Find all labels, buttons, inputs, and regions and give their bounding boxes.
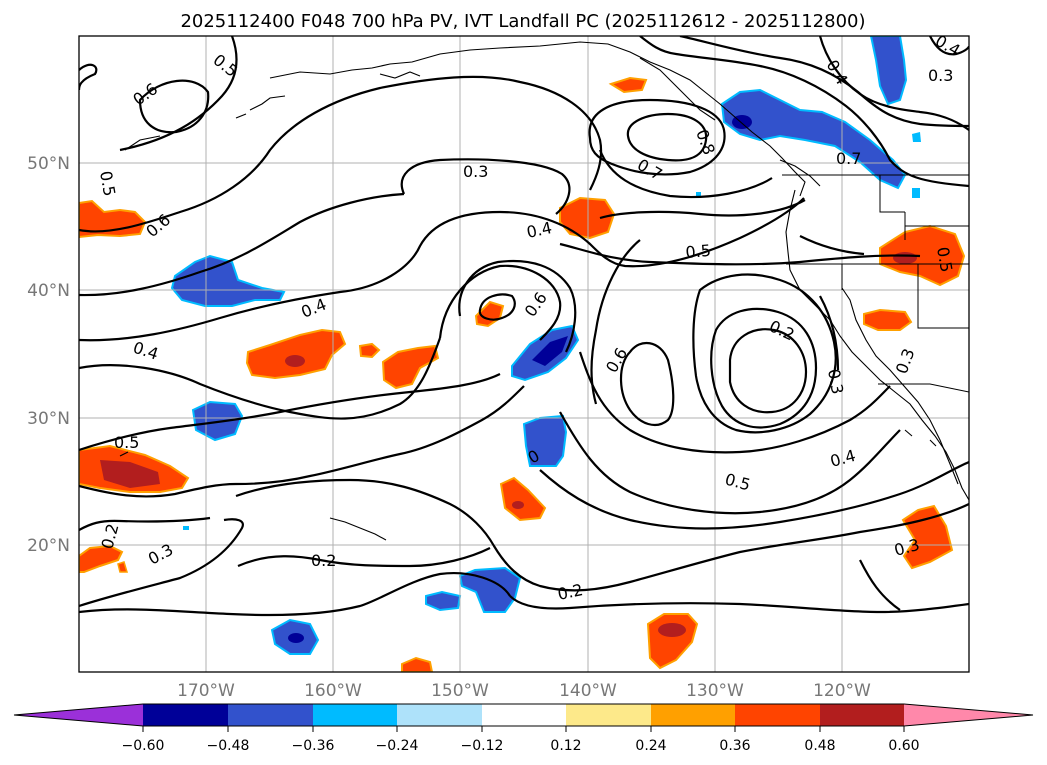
colorbar-tick: 0.12	[550, 738, 581, 754]
map-panel: 0.5 0.6 0.5 0.6 0.3 0.4 0.5 0.6 0.4 0.4 …	[78, 35, 970, 673]
gridlines	[79, 36, 969, 672]
colorbar-tick: −0.48	[207, 738, 250, 754]
colorbar-bin	[735, 704, 820, 726]
colorbar-tick: −0.60	[122, 738, 165, 754]
lbl-03-ne: 0.3	[928, 66, 953, 85]
lon-label: 150°W	[431, 681, 489, 701]
lbl-05-sw: 0.5	[114, 433, 139, 452]
contour-labels: 0.5 0.6 0.5 0.6 0.3 0.4 0.5 0.6 0.4 0.4 …	[96, 36, 963, 604]
lbl-02-ss: 0.2	[556, 580, 585, 604]
lbl-05-c: 0.5	[685, 241, 712, 262]
lon-label: 130°W	[686, 681, 744, 701]
lbl-05-w: 0.5	[96, 169, 119, 197]
pv-contours	[79, 36, 969, 617]
coastlines	[119, 41, 969, 541]
colorbar-under-arrow	[14, 704, 143, 726]
lbl-04-c: 0.4	[525, 218, 554, 242]
colorbar-bin	[313, 704, 397, 726]
lbl-02-s: 0.2	[311, 551, 336, 570]
lon-label: 120°W	[813, 681, 871, 701]
political-borders	[782, 174, 969, 393]
colorbar-tick: 0.60	[888, 738, 919, 754]
figure-title: 2025112400 F048 700 hPa PV, IVT Landfall…	[180, 11, 865, 32]
lbl-03-e: 0.3	[824, 367, 847, 395]
latitude-labels: 50°N 40°N 30°N 20°N	[27, 154, 70, 556]
colorbar-tick: 0.36	[719, 738, 750, 754]
colorbar-tick: 0.24	[635, 738, 666, 754]
colorbar-tick: −0.36	[292, 738, 335, 754]
colorbar-bin	[566, 704, 651, 726]
lat-label: 20°N	[27, 536, 70, 556]
colorbar-bin	[651, 704, 735, 726]
colorbar-tick: −0.24	[376, 738, 419, 754]
lon-label: 140°W	[559, 681, 617, 701]
colorbar-bin	[143, 704, 228, 726]
lon-label: 160°W	[304, 681, 362, 701]
lon-label: 170°W	[177, 681, 235, 701]
colorbar-bin	[482, 704, 566, 726]
colorbar-tick: 0.48	[804, 738, 835, 754]
lat-label: 30°N	[27, 409, 70, 429]
lat-label: 40°N	[27, 281, 70, 301]
lat-label: 50°N	[27, 154, 70, 174]
lbl-03-c: 0.3	[463, 162, 488, 181]
lbl-07-e: 0.7	[836, 149, 861, 168]
longitude-labels: 170°W 160°W 150°W 140°W 130°W 120°W	[177, 681, 871, 701]
colorbar-ticks: −0.60 −0.48 −0.36 −0.24 −0.12 0.12 0.24 …	[122, 726, 920, 754]
lbl-05-coast: 0.5	[933, 245, 956, 273]
colorbar-bin	[397, 704, 482, 726]
colorbar-over-arrow	[904, 704, 1033, 726]
colorbar: −0.60 −0.48 −0.36 −0.24 −0.12 0.12 0.24 …	[13, 703, 1034, 754]
colorbar-tick: −0.12	[461, 738, 504, 754]
colorbar-bin	[820, 704, 904, 726]
colorbar-bin	[228, 704, 313, 726]
negative-anomaly-shading	[170, 36, 921, 655]
positive-anomaly-shading	[79, 76, 966, 672]
